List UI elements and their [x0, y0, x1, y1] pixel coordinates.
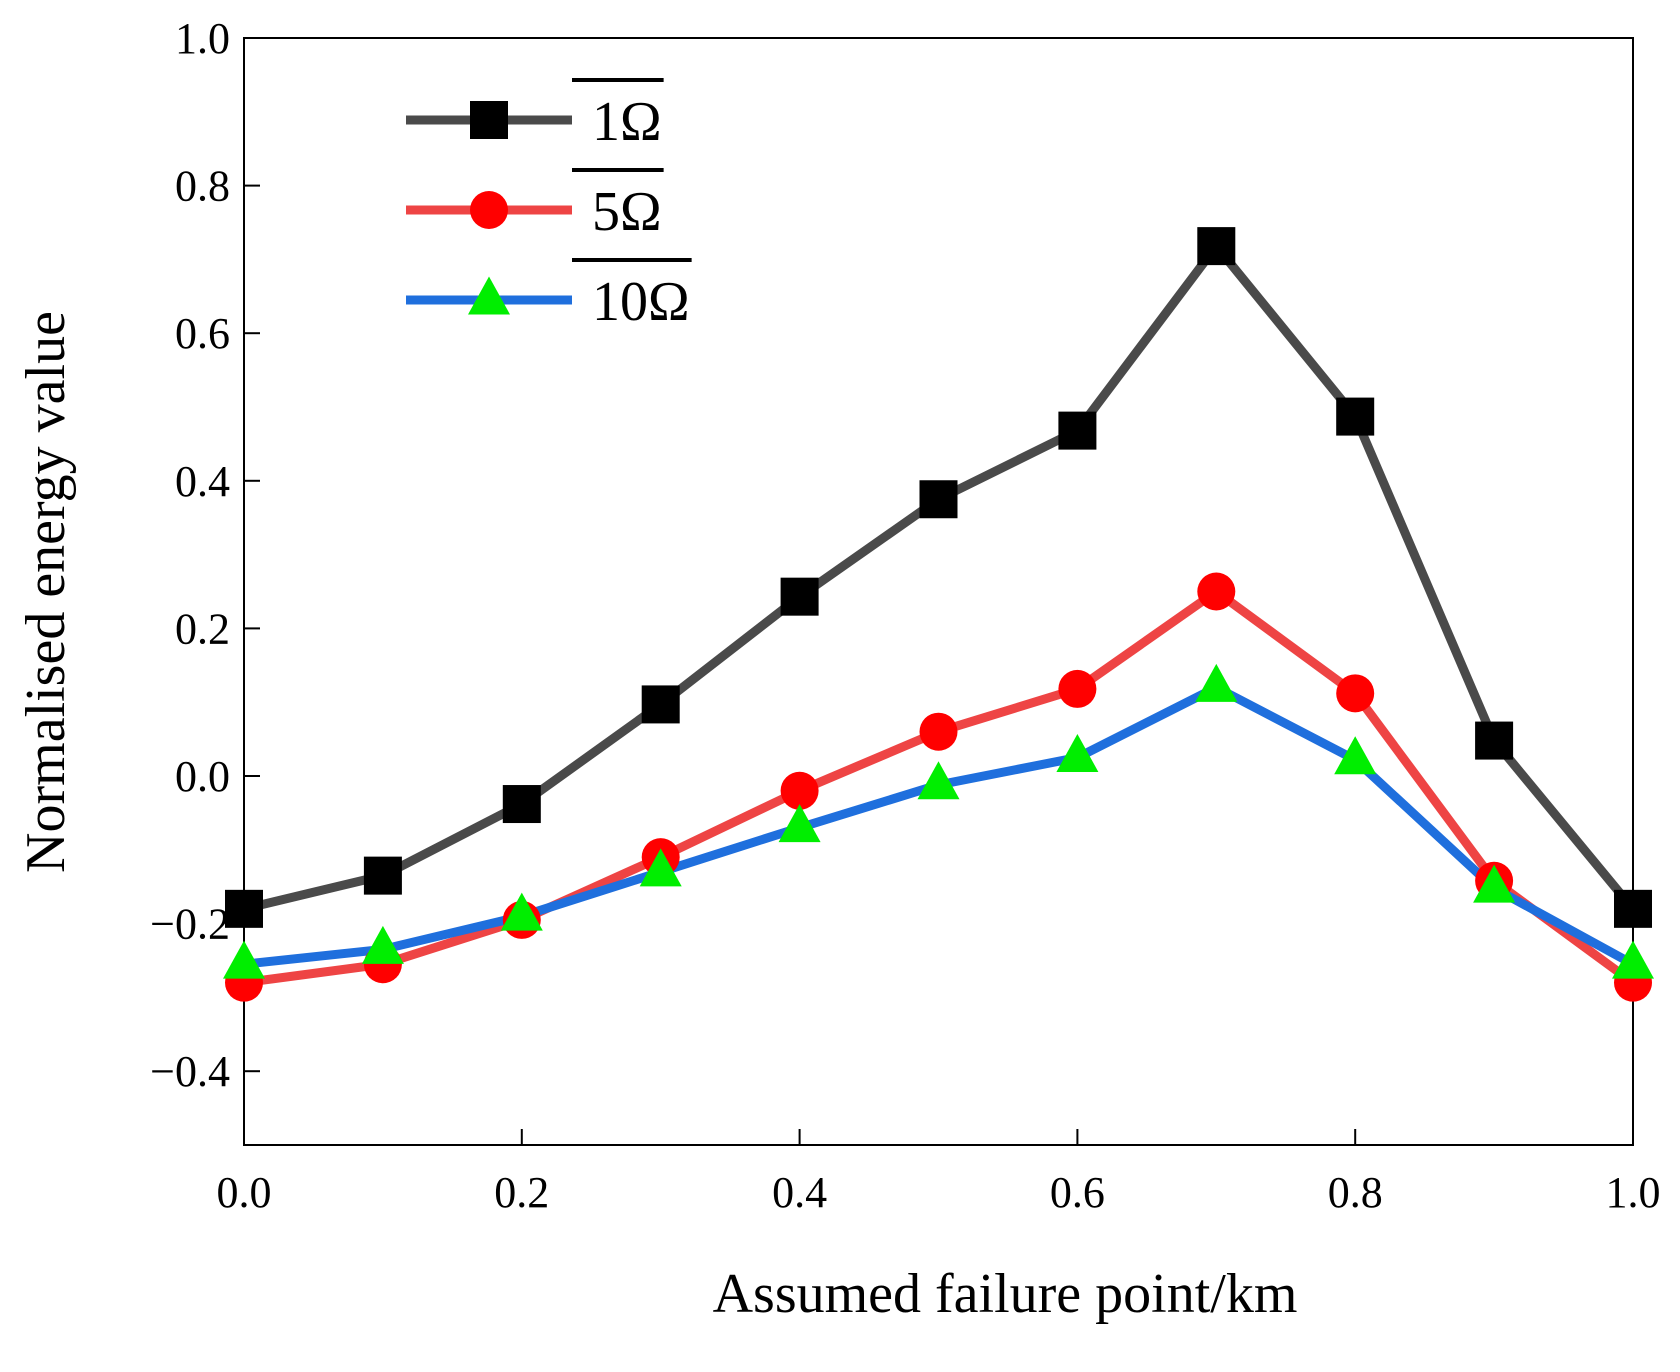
legend-item-10-ohm: 10Ω [406, 258, 692, 333]
data-point-1-ohm [1197, 227, 1236, 266]
data-point-10-ohm [1612, 940, 1654, 979]
legend-label: 10Ω [592, 271, 690, 333]
data-point-10-ohm [639, 848, 682, 887]
data-point-1-ohm [363, 856, 402, 895]
series-lines [242, 241, 1637, 988]
legend-label: 5Ω [592, 181, 662, 243]
data-point-1-ohm [225, 889, 263, 928]
data-point-1-ohm [1336, 397, 1375, 436]
data-point-1-ohm [502, 785, 541, 824]
data-point-1-ohm [780, 577, 819, 616]
legend: 1Ω 5Ω 10Ω [406, 78, 692, 333]
y-tick-label: 0.8 [175, 162, 230, 211]
series-markers [223, 227, 1654, 1002]
y-tick-label: 0.2 [175, 604, 230, 653]
data-point-5-ohm [1197, 572, 1236, 611]
data-point-5-ohm [780, 771, 819, 810]
y-tick-label: 0.0 [175, 752, 230, 801]
plot-area [243, 37, 1634, 1146]
x-tick-label: 0.4 [772, 1168, 827, 1217]
data-point-5-ohm [1336, 674, 1375, 713]
data-point-1-ohm [919, 480, 958, 519]
data-point-1-ohm [1475, 721, 1514, 760]
x-tick-label: 0.8 [1328, 1168, 1383, 1217]
y-tick-label: 0.4 [175, 457, 230, 506]
y-tick-label: −0.2 [150, 900, 230, 949]
x-tick-label: 1.0 [1606, 1168, 1661, 1217]
data-point-10-ohm [778, 804, 821, 843]
data-point-10-ohm [1195, 663, 1238, 702]
x-tick-label: 0.2 [494, 1168, 549, 1217]
x-tick-label: 0.0 [217, 1168, 272, 1217]
data-point-5-ohm [1058, 669, 1097, 708]
legend-marker [470, 191, 508, 229]
data-point-10-ohm [500, 892, 543, 931]
legend-item-1-ohm: 1Ω [406, 78, 664, 153]
legend-marker [470, 101, 508, 139]
data-point-10-ohm [361, 925, 404, 964]
data-point-10-ohm [917, 761, 960, 800]
data-point-10-ohm [1334, 736, 1377, 775]
data-point-10-ohm [1056, 733, 1099, 772]
data-point-1-ohm [1058, 411, 1097, 450]
x-axis-title: Assumed failure point/km [713, 1263, 1298, 1325]
y-tick-label: 0.6 [175, 309, 230, 358]
data-point-10-ohm [1473, 864, 1516, 903]
legend-marker [468, 276, 510, 315]
legend-item-5-ohm: 5Ω [406, 168, 664, 243]
series-line-1-ohm [242, 241, 1637, 914]
x-tick-label: 0.6 [1050, 1168, 1105, 1217]
data-point-10-ohm [223, 940, 265, 979]
data-point-5-ohm [919, 712, 958, 751]
legend-label: 1Ω [592, 91, 662, 153]
axis-ticks: 0.0 0.2 0.4 0.6 0.8 1.0 1.0 0.8 0.6 0.4 0.2 0.0 −0.2… [150, 14, 1660, 1217]
data-point-1-ohm [641, 685, 680, 724]
y-axis-title: Normalised energy value [15, 311, 77, 873]
y-tick-label: −0.4 [150, 1047, 230, 1096]
y-tick-label: 1.0 [175, 14, 230, 63]
data-point-1-ohm [1614, 889, 1652, 928]
